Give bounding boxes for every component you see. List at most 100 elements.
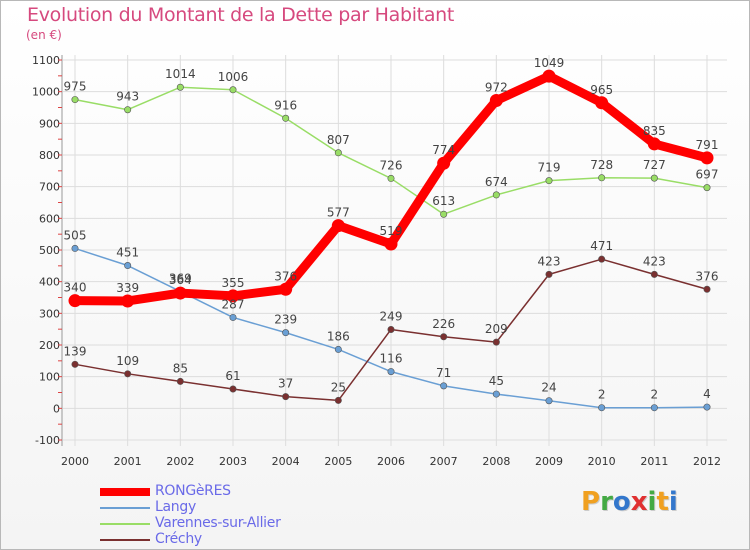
data-label-0: 965 <box>590 83 613 97</box>
data-point-1 <box>71 244 79 252</box>
y-tick-label: 100 <box>39 371 60 384</box>
data-label-2: 697 <box>696 168 719 182</box>
data-point-1 <box>598 404 606 412</box>
data-label-2: 728 <box>590 158 613 172</box>
data-label-0: 972 <box>485 81 508 95</box>
data-point-0 <box>647 137 661 151</box>
y-tick-label: 600 <box>39 212 60 225</box>
data-point-3 <box>229 385 237 393</box>
data-label-2: 916 <box>274 98 297 112</box>
y-tick-label: -100 <box>35 434 60 447</box>
legend-swatch-rongeres <box>100 488 150 496</box>
data-point-2 <box>282 114 290 122</box>
y-tick-label: 1000 <box>32 86 60 99</box>
data-label-1: 45 <box>489 374 504 388</box>
x-tick-label: 2001 <box>114 455 142 468</box>
data-label-3: 209 <box>485 322 508 336</box>
data-label-1: 451 <box>116 246 139 260</box>
legend-swatch-varennes <box>100 523 150 525</box>
data-label-3: 423 <box>538 254 561 268</box>
data-point-2 <box>598 174 606 182</box>
data-point-2 <box>440 210 448 218</box>
legend-label-crechy: Créchy <box>155 531 202 547</box>
data-label-0: 835 <box>643 124 666 138</box>
data-point-3 <box>440 333 448 341</box>
data-point-2 <box>334 149 342 157</box>
x-tick-label: 2008 <box>482 455 510 468</box>
logo-letter: x <box>630 487 648 517</box>
data-label-1: 505 <box>64 228 87 242</box>
data-point-3 <box>545 270 553 278</box>
data-label-0: 339 <box>116 281 139 295</box>
data-point-0 <box>542 69 556 83</box>
data-label-2: 1006 <box>218 70 249 84</box>
data-point-0 <box>331 219 345 233</box>
data-point-1 <box>124 262 132 270</box>
y-tick-label: 900 <box>39 117 60 130</box>
data-label-2: 1014 <box>165 67 196 81</box>
data-point-2 <box>124 106 132 114</box>
legend-label-rongeres: RONGèRES <box>155 483 231 499</box>
data-label-2: 613 <box>432 194 455 208</box>
data-label-3: 61 <box>225 369 240 383</box>
data-point-2 <box>545 177 553 185</box>
y-tick-label: 500 <box>39 244 60 257</box>
data-label-2: 719 <box>538 161 561 175</box>
data-label-1: 287 <box>222 297 245 311</box>
data-point-1 <box>440 382 448 390</box>
data-label-1: 71 <box>436 366 451 380</box>
data-label-1: 2 <box>651 388 659 402</box>
data-point-2 <box>650 174 658 182</box>
logo-letter: o <box>612 487 631 517</box>
x-tick-label: 2009 <box>535 455 563 468</box>
data-point-2 <box>71 96 79 104</box>
data-label-2: 975 <box>64 80 87 94</box>
data-label-1: 4 <box>703 387 711 401</box>
logo-letter: P <box>581 487 601 517</box>
x-tick-label: 2005 <box>324 455 352 468</box>
data-point-3 <box>387 325 395 333</box>
data-label-3: 25 <box>331 380 346 394</box>
y-tick-label: 0 <box>53 402 60 415</box>
logo-letter: i <box>647 487 657 517</box>
x-tick-label: 2004 <box>272 455 300 468</box>
data-label-3: 109 <box>116 354 139 368</box>
data-label-3: 85 <box>173 361 188 375</box>
data-point-2 <box>387 174 395 182</box>
y-tick-label: 800 <box>39 149 60 162</box>
data-label-1: 186 <box>327 329 350 343</box>
data-label-1: 2 <box>598 388 606 402</box>
data-point-2 <box>492 191 500 199</box>
data-point-3 <box>282 393 290 401</box>
x-tick-label: 2002 <box>166 455 194 468</box>
data-point-1 <box>387 368 395 376</box>
data-label-2: 943 <box>116 90 139 104</box>
data-label-3: 226 <box>432 317 455 331</box>
x-tick-label: 2011 <box>640 455 668 468</box>
logo-letter: t <box>656 487 669 517</box>
y-tick-label: 200 <box>39 339 60 352</box>
data-label-0: 791 <box>696 138 719 152</box>
data-label-3: 471 <box>590 239 613 253</box>
data-point-0 <box>173 286 187 300</box>
data-label-1: 369 <box>169 271 192 285</box>
x-tick-label: 2006 <box>377 455 405 468</box>
logo-letter: i <box>668 487 678 517</box>
data-point-0 <box>279 282 293 296</box>
data-label-1: 116 <box>380 352 403 366</box>
legend-swatch-langy <box>100 507 150 509</box>
chart-subtitle: (en €) <box>26 28 62 42</box>
x-tick-label: 2012 <box>693 455 721 468</box>
data-point-1 <box>334 345 342 353</box>
data-point-1 <box>545 397 553 405</box>
data-point-1 <box>492 390 500 398</box>
data-point-0 <box>226 289 240 303</box>
data-label-3: 139 <box>64 344 87 358</box>
data-label-0: 355 <box>222 276 245 290</box>
data-label-2: 726 <box>380 158 403 172</box>
data-point-2 <box>703 184 711 192</box>
data-point-2 <box>176 83 184 91</box>
data-point-1 <box>282 329 290 337</box>
chart-title: Evolution du Montant de la Dette par Hab… <box>27 4 455 26</box>
x-tick-label: 2007 <box>430 455 458 468</box>
